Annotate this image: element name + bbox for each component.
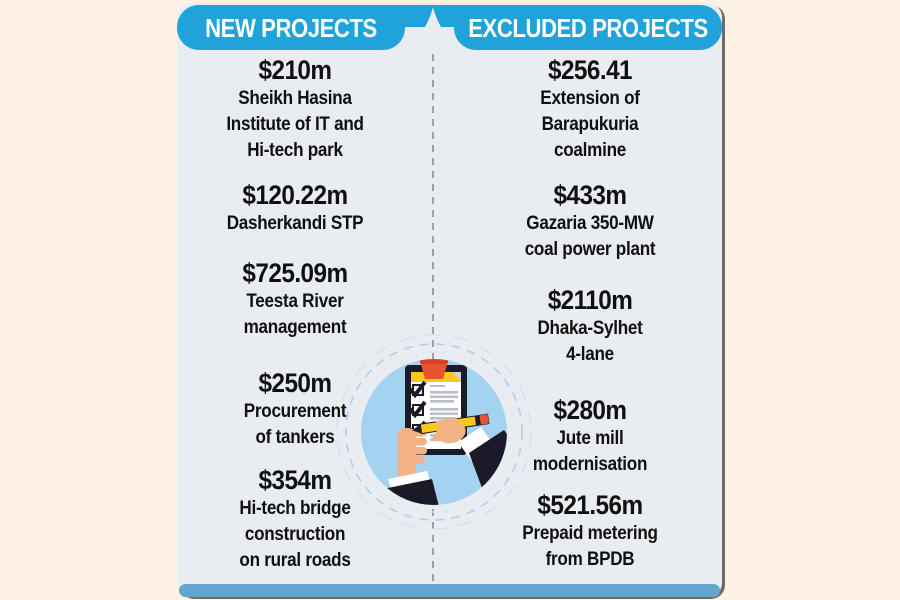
- checklist-clipboard-illustration-icon: [336, 334, 532, 530]
- project-item: $120.22m Dasherkandi STP: [189, 180, 401, 237]
- dashed-divider: [432, 15, 434, 585]
- project-amount: $725.09m: [242, 258, 348, 288]
- project-name: Jute mill modernisation: [532, 428, 648, 475]
- project-amount: $354m: [258, 465, 333, 495]
- project-amount: $433m: [553, 180, 628, 210]
- project-name: Dasherkandi STP: [226, 213, 364, 234]
- project-name: Extension of Barapukuria coalmine: [540, 88, 640, 161]
- project-item: $256.41 Extension of Barapukuria coalmin…: [484, 55, 696, 164]
- project-name: Procurement of tankers: [243, 401, 347, 448]
- project-amount: $210m: [258, 55, 333, 85]
- project-item: $433m Gazaria 350-MW coal power plant: [484, 180, 696, 263]
- project-name: Sheikh Hasina Institute of IT and Hi-tec…: [226, 88, 364, 161]
- project-item: $280m Jute mill modernisation: [484, 395, 696, 478]
- new-projects-header: NEW PROJECTS: [205, 12, 377, 43]
- project-name: Dhaka-Sylhet 4-lane: [537, 318, 643, 365]
- project-name: Prepaid metering from BPDB: [522, 523, 658, 570]
- footer-bar: [179, 584, 720, 597]
- project-item: $2110m Dhaka-Sylhet 4-lane: [484, 285, 696, 368]
- project-amount: $256.41: [547, 55, 633, 85]
- project-name: Teesta River management: [243, 291, 347, 338]
- project-item: $725.09m Teesta River management: [189, 258, 401, 341]
- project-amount: $521.56m: [537, 490, 643, 520]
- project-name: Gazaria 350-MW coal power plant: [524, 213, 656, 260]
- project-amount: $250m: [258, 368, 333, 398]
- project-item: $354m Hi-tech bridge construction on rur…: [189, 465, 401, 574]
- project-item: $521.56m Prepaid metering from BPDB: [484, 490, 696, 573]
- project-item: $250m Procurement of tankers: [189, 368, 401, 451]
- excluded-projects-header: EXCLUDED PROJECTS: [468, 12, 708, 43]
- project-item: $210m Sheikh Hasina Institute of IT and …: [189, 55, 401, 164]
- project-amount: $120.22m: [242, 180, 348, 210]
- project-name: Hi-tech bridge construction on rural roa…: [239, 498, 351, 571]
- project-amount: $2110m: [547, 285, 633, 315]
- project-amount: $280m: [553, 395, 628, 425]
- header-band: [177, 5, 722, 53]
- infographic-panel: NEW PROJECTS EXCLUDED PROJECTS $210m She…: [177, 3, 722, 597]
